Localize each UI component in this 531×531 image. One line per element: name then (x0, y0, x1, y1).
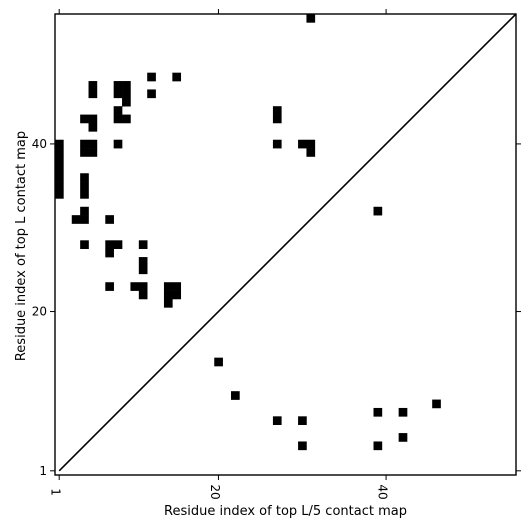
contact-cell (80, 215, 89, 224)
contact-cell (55, 173, 64, 182)
contact-cell (172, 72, 182, 82)
contact-cell (105, 215, 114, 224)
x-tick-label: 40 (376, 484, 390, 499)
contact-cell (55, 190, 64, 199)
contact-cell (80, 114, 89, 124)
y-tick-label: 1 (39, 464, 47, 478)
contact-cell (122, 97, 131, 107)
axis-ticks: 1 20 40 1 20 40 (32, 9, 521, 500)
x-axis-label: Residue index of top L/5 contact map (164, 504, 407, 519)
contact-cell (272, 139, 282, 149)
contact-cell (122, 89, 131, 99)
contact-cell (214, 357, 223, 367)
contact-cell (138, 282, 148, 291)
contact-cell (163, 282, 173, 291)
contact-cell (298, 416, 307, 426)
contact-cell (113, 139, 123, 149)
contact-cell (432, 399, 441, 409)
contact-cell (88, 122, 98, 132)
contact-cell (373, 407, 383, 417)
contact-cell (306, 139, 316, 149)
contact-cell (113, 240, 123, 249)
x-tick-label: 20 (208, 484, 222, 499)
contact-cells (55, 14, 441, 451)
contact-cell (55, 164, 64, 174)
contact-cell (71, 215, 81, 224)
contact-cell (147, 89, 156, 99)
contact-cell (130, 282, 140, 291)
contact-cell (163, 298, 173, 308)
contact-cell (138, 265, 148, 275)
contact-cell (138, 240, 148, 249)
contact-cell (113, 81, 123, 90)
contact-cell (138, 257, 148, 266)
y-tick-label: 40 (32, 137, 47, 151)
contact-cell (80, 240, 89, 249)
contact-cell (105, 248, 114, 258)
contact-cell (163, 290, 173, 300)
contact-cell (398, 433, 408, 442)
contact-cell (306, 14, 316, 23)
contact-cell (55, 181, 64, 191)
contact-cell (172, 282, 182, 291)
contact-cell (272, 416, 282, 426)
contact-cell (298, 139, 307, 149)
contact-cell (80, 139, 89, 149)
contact-cell (113, 89, 123, 99)
contact-cell (80, 173, 89, 182)
contact-cell (373, 206, 383, 216)
contact-cell (113, 106, 123, 115)
contact-cell (88, 139, 98, 149)
contact-cell (80, 181, 89, 191)
contact-cell (306, 148, 316, 157)
contact-cell (88, 81, 98, 90)
diagonal-line (58, 13, 517, 472)
contact-cell (88, 148, 98, 157)
contact-cell (88, 89, 98, 99)
contact-cell (113, 114, 123, 124)
contact-cell (373, 441, 383, 451)
x-tick-label: 1 (49, 488, 63, 496)
contact-cell (138, 290, 148, 300)
contact-cell (122, 81, 131, 90)
contact-cell (55, 156, 64, 166)
contact-cell (55, 139, 64, 149)
contact-cell (105, 240, 114, 249)
contact-cell (272, 114, 282, 124)
contact-cell (272, 106, 282, 115)
contact-cell (398, 407, 408, 417)
contact-cell (88, 114, 98, 124)
contact-cell (55, 148, 64, 157)
contact-cell (298, 441, 307, 451)
y-tick-label: 20 (32, 305, 47, 319)
contact-cell (172, 290, 182, 300)
contact-cell (105, 282, 114, 291)
contact-cell (80, 148, 89, 157)
contact-cell (147, 72, 156, 82)
plot-frame (54, 13, 517, 476)
contact-cell (122, 114, 131, 124)
contact-cell (80, 190, 89, 199)
contact-cell (80, 206, 89, 216)
contact-cell (231, 391, 240, 400)
y-axis-label: Residue index of top L contact map (14, 131, 29, 361)
